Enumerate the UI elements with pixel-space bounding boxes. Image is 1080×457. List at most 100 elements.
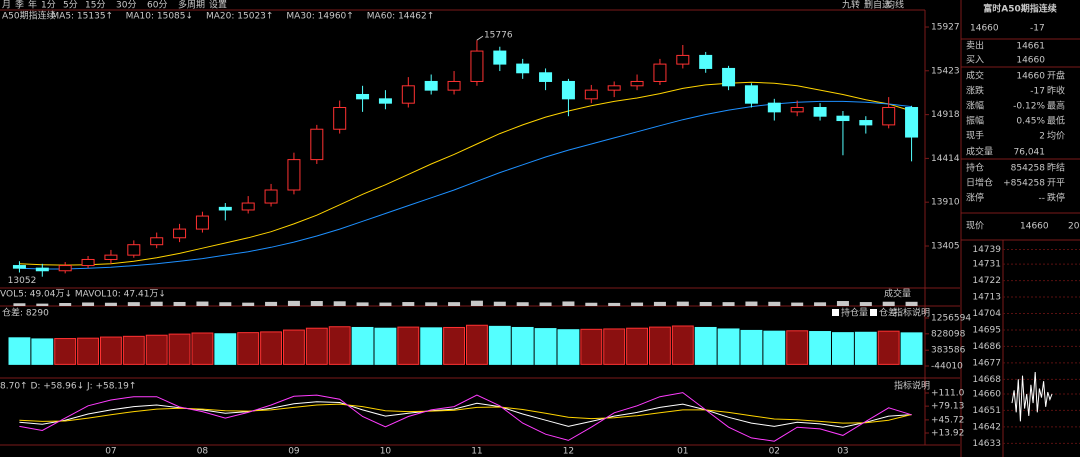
panel-header: 仓差: 8290 — [2, 307, 49, 319]
legend-item: MA5: 15135↑ — [51, 12, 113, 22]
volume-bar — [539, 302, 552, 306]
action-button[interactable]: 九转 — [842, 0, 860, 11]
volume-bar — [722, 302, 735, 306]
period-button[interactable]: 月 — [2, 0, 11, 11]
checkbox-label[interactable]: 仓差 — [879, 307, 897, 319]
y-tick-label: 14414 — [931, 154, 960, 164]
position-bar — [305, 327, 328, 365]
quote-label: 卖出 — [966, 40, 984, 52]
y-tick-label: 828098 — [931, 329, 966, 339]
volume-bar — [768, 301, 781, 306]
quote-value: -17 — [1030, 87, 1045, 97]
position-bar — [786, 330, 809, 365]
y-tick-label: 14722 — [972, 276, 1001, 286]
period-button[interactable]: 1分 — [41, 0, 56, 11]
quote-value: 76,041 — [1014, 148, 1046, 158]
position-bar — [557, 329, 580, 365]
volume-bar — [104, 302, 117, 306]
volume-bar — [59, 303, 72, 306]
position-bar — [854, 331, 877, 365]
period-button[interactable]: 年 — [28, 0, 37, 11]
panel-header: VOL5: 49.04万↓ MAVOL10: 47.41万↓ — [0, 290, 166, 300]
position-bar — [580, 328, 603, 365]
panel-button[interactable]: 成交量 — [884, 288, 911, 300]
volume-bar — [402, 302, 415, 306]
y-tick-label: 13405 — [931, 242, 960, 252]
high-pointer — [476, 35, 484, 41]
candle-body — [12, 265, 26, 269]
position-bar — [832, 332, 854, 365]
action-button[interactable]: 删自选 — [864, 0, 891, 11]
period-button[interactable]: 设置 — [209, 0, 227, 11]
candle-body — [241, 202, 255, 211]
period-button[interactable]: 30分 — [116, 0, 136, 11]
candle-body — [424, 80, 438, 91]
quote-title: 富时A50期指连续 — [983, 3, 1057, 15]
panel-header: 8.70↑ D: +58.96↓ J: +58.19↑ — [0, 382, 136, 392]
position-bar — [397, 326, 420, 365]
action-button[interactable]: 均线 — [886, 0, 904, 11]
candle-body — [836, 115, 850, 122]
kdj-line — [19, 401, 912, 428]
quote-value: -- — [1039, 194, 1046, 204]
position-bar — [420, 327, 443, 365]
y-tick-label: 14651 — [972, 406, 1001, 416]
indicator-button[interactable]: 指标说明 — [894, 380, 930, 392]
volume-bar — [836, 301, 849, 306]
period-button[interactable]: 季 — [15, 0, 24, 11]
candle-body — [676, 54, 690, 65]
y-tick-label: 14918 — [931, 110, 960, 120]
volume-bar — [13, 303, 26, 306]
period-button[interactable]: 15分 — [85, 0, 105, 11]
volume-bar — [287, 300, 300, 306]
position-bar — [77, 337, 99, 365]
legend-item: MA20: 15023↑ — [206, 12, 273, 22]
period-button[interactable]: 60分 — [147, 0, 167, 11]
legend-item: A50期指连续 — [2, 10, 56, 22]
candle-body — [470, 50, 484, 82]
candle-body — [699, 54, 713, 69]
y-tick-label: 14731 — [972, 260, 1001, 270]
position-bar — [237, 332, 260, 365]
period-button[interactable]: 多周期 — [178, 0, 205, 11]
quote-value: 14661 — [1016, 42, 1045, 52]
position-bar — [8, 337, 31, 365]
position-bar — [31, 338, 54, 365]
y-tick-label: 15423 — [931, 66, 960, 76]
checkbox[interactable] — [832, 309, 839, 316]
volume-bar — [814, 302, 827, 306]
volume-bar — [882, 301, 895, 306]
x-tick-label: 10 — [380, 447, 392, 457]
position-bar — [809, 331, 831, 365]
quote-label: 涨跌 — [966, 86, 984, 97]
quote-label: 成交量 — [966, 146, 993, 158]
position-bar — [603, 328, 626, 365]
volume-bar — [905, 301, 918, 306]
checkbox-label[interactable]: 持仓量 — [841, 307, 868, 319]
position-bar — [214, 333, 237, 365]
quote-label: 持仓 — [966, 162, 984, 174]
candle-body — [744, 85, 758, 104]
x-tick-label: 07 — [105, 447, 116, 457]
volume-bar — [82, 302, 95, 306]
y-tick-label: 15927 — [931, 23, 960, 33]
position-bar — [877, 330, 900, 365]
position-bar — [145, 334, 168, 365]
position-bar — [900, 332, 923, 365]
checkbox[interactable] — [870, 309, 877, 316]
candle-body — [584, 89, 598, 100]
candle-body — [264, 189, 278, 204]
period-button[interactable]: 5分 — [63, 0, 78, 11]
position-bar — [511, 326, 534, 365]
candle-body — [310, 128, 324, 161]
position-bar — [374, 327, 397, 365]
kdj-line — [19, 403, 912, 424]
position-bar — [351, 326, 374, 365]
indicator-button[interactable]: 指标说明 — [894, 307, 930, 319]
low-label: 13052 — [8, 276, 37, 286]
candle-body — [882, 107, 896, 126]
x-tick-label: 02 — [769, 447, 780, 457]
y-tick-label: +13.92 — [931, 429, 964, 439]
volume-bar — [676, 301, 689, 306]
y-tick-label: 14633 — [972, 439, 1001, 449]
